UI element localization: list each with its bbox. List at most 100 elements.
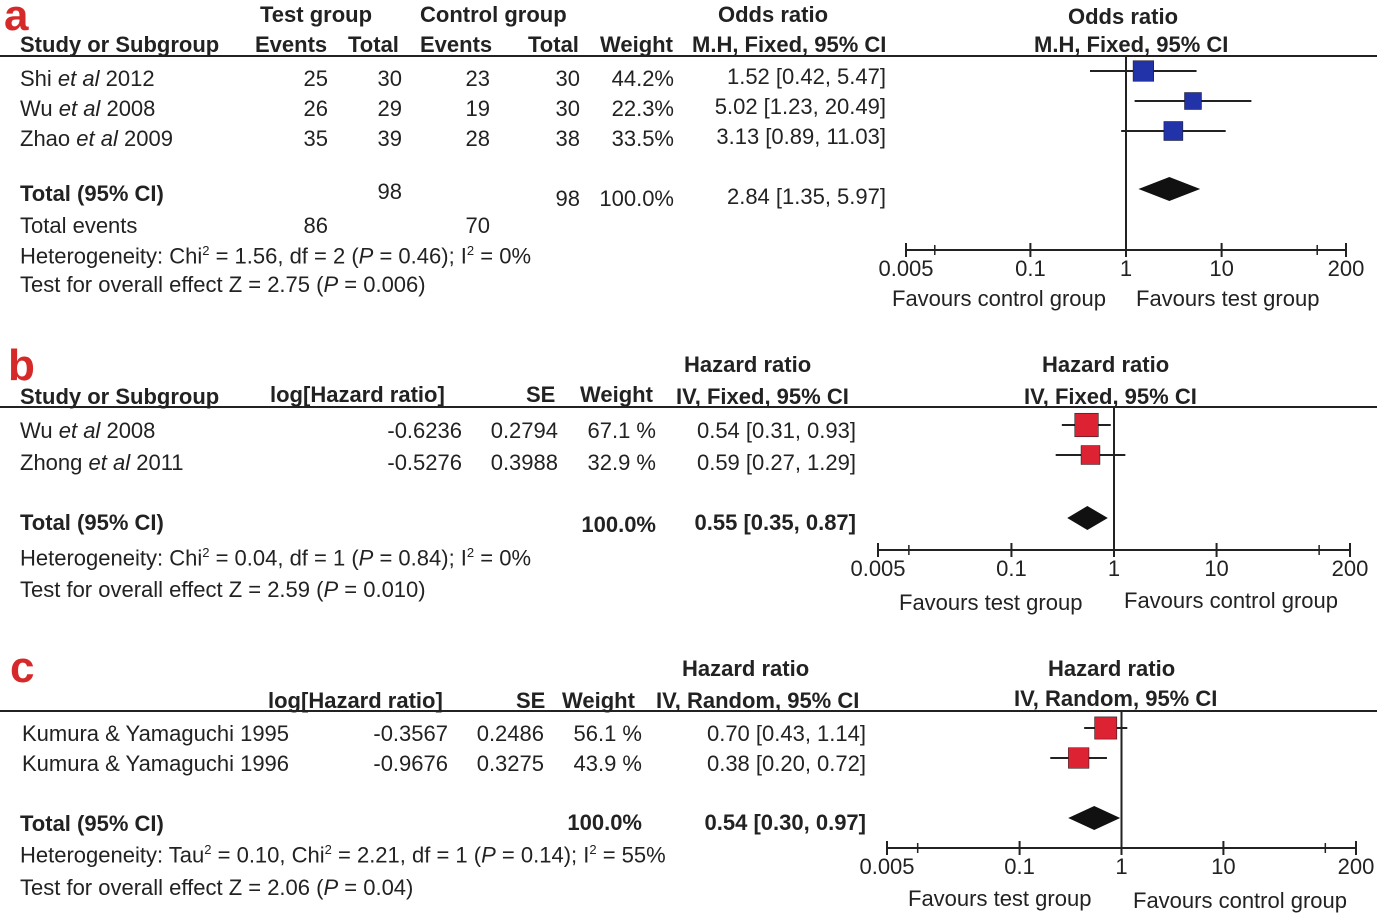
col-effect-method: IV, Fixed, 95% CI [676, 384, 849, 409]
se: 0.3988 [490, 450, 558, 475]
x-tick-label: 200 [1328, 256, 1365, 281]
study-marker [1132, 60, 1154, 82]
x-tick-label: 0.005 [850, 556, 905, 581]
ci: 3.13 [0.89, 11.03] [716, 124, 886, 149]
weight: 43.9 % [573, 751, 643, 776]
ci: 1.52 [0.42, 5.47] [726, 64, 886, 89]
events2: 28 [465, 126, 490, 151]
header-effect: Hazard ratio [684, 352, 812, 377]
header-rule [0, 406, 1377, 408]
col-total1: Total [348, 32, 399, 57]
heterogeneity: Heterogeneity: Tau2 = 0.10, Chi2 = 2.21,… [20, 842, 666, 868]
favours-left: Favours test group [899, 590, 1083, 615]
panel-letter-a: a [4, 0, 29, 40]
x-tick-label: 0.1 [996, 556, 1027, 581]
se: 0.2794 [490, 418, 558, 443]
events1: 26 [303, 96, 328, 121]
total-weight: 100.0% [581, 512, 656, 537]
study-label: Kumura & Yamaguchi 1995 [22, 721, 290, 746]
total1: 29 [377, 96, 402, 121]
x-tick-label: 0.005 [859, 854, 914, 879]
weight: 56.1 % [573, 721, 643, 746]
total-events1: 86 [303, 213, 328, 238]
favours-left: Favours test group [908, 886, 1092, 911]
x-tick-label: 10 [1209, 256, 1233, 281]
ci: 0.54 [0.31, 0.93] [696, 418, 856, 443]
total-label: Total (95% CI) [20, 510, 164, 535]
x-tick-label: 1 [1108, 556, 1120, 581]
x-tick-label: 10 [1204, 556, 1228, 581]
panel-letter-b: b [8, 341, 35, 390]
col-study: Study or Subgroup [20, 384, 220, 409]
study-marker [1074, 412, 1099, 438]
x-tick-label: 200 [1338, 854, 1375, 879]
pooled-diamond [1067, 506, 1108, 530]
se: 0.3275 [476, 751, 544, 776]
col-se: SE [516, 688, 546, 713]
pooled-diamond [1068, 806, 1121, 830]
se: 0.2486 [476, 721, 544, 746]
header-plot-title: Odds ratio [1068, 4, 1179, 29]
total-weight: 100.0% [567, 810, 642, 835]
x-tick-label: 200 [1332, 556, 1369, 581]
header-rule [0, 55, 1377, 57]
col-events2: Events [420, 32, 493, 57]
col-weight: Weight [580, 382, 653, 407]
header-effect: Hazard ratio [682, 656, 810, 681]
events2: 23 [465, 66, 490, 91]
events1: 35 [303, 126, 328, 151]
header-effect: Odds ratio [718, 2, 829, 27]
header-control-group: Control group [420, 2, 567, 27]
total-events2: 70 [465, 213, 490, 238]
col-effect-method: IV, Random, 95% CI [656, 688, 860, 713]
total-ci: 0.55 [0.35, 0.87] [694, 510, 856, 535]
study-marker [1068, 747, 1090, 769]
pooled-diamond [1138, 177, 1201, 201]
loghr: -0.3567 [373, 721, 448, 746]
col-plot-method: M.H, Fixed, 95% CI [1034, 32, 1229, 57]
col-total2: Total [528, 32, 579, 57]
study-label: Shi et al 2012 [20, 66, 155, 91]
total1: 30 [377, 66, 402, 91]
study-label: Wu et al 2008 [20, 418, 156, 443]
x-tick-label: 0.1 [1015, 256, 1046, 281]
ci: 0.38 [0.20, 0.72] [706, 751, 866, 776]
weight: 67.1 % [587, 418, 657, 443]
total1: 39 [377, 126, 402, 151]
x-tick-label: 0.005 [878, 256, 933, 281]
col-loghr: log[Hazard ratio] [270, 382, 445, 407]
weight: 44.2% [611, 66, 674, 91]
weight: 32.9 % [587, 450, 657, 475]
total2: 30 [555, 96, 580, 121]
heterogeneity: Heterogeneity: Chi2 = 0.04, df = 1 (P = … [20, 545, 532, 571]
header-rule [0, 710, 1377, 712]
x-tick-label: 10 [1211, 854, 1235, 879]
col-se: SE [526, 382, 556, 407]
overall-effect: Test for overall effect Z = 2.75 (P = 0.… [20, 272, 426, 297]
col-loghr: log[Hazard ratio] [268, 688, 443, 713]
total2: 38 [555, 126, 580, 151]
col-events1: Events [255, 32, 328, 57]
x-tick-label: 0.1 [1004, 854, 1035, 879]
total2: 30 [555, 66, 580, 91]
total-label: Total (95% CI) [20, 181, 164, 206]
total-total2: 98 [555, 186, 580, 211]
favours-left: Favours control group [892, 286, 1106, 311]
col-study: Study or Subgroup [20, 32, 220, 57]
study-marker [1184, 92, 1202, 110]
x-tick-label: 1 [1115, 854, 1127, 879]
study-label: Wu et al 2008 [20, 96, 156, 121]
ci: 0.70 [0.43, 1.14] [706, 721, 866, 746]
loghr: -0.9676 [373, 751, 448, 776]
col-plot-method: IV, Random, 95% CI [1014, 686, 1218, 711]
col-weight: Weight [562, 688, 635, 713]
col-plot-method: IV, Fixed, 95% CI [1024, 384, 1197, 409]
overall-effect: Test for overall effect Z = 2.59 (P = 0.… [20, 577, 426, 602]
study-marker [1094, 716, 1118, 740]
col-weight: Weight [600, 32, 673, 57]
favours-right: Favours test group [1136, 286, 1320, 311]
favours-right: Favours control group [1133, 888, 1347, 913]
